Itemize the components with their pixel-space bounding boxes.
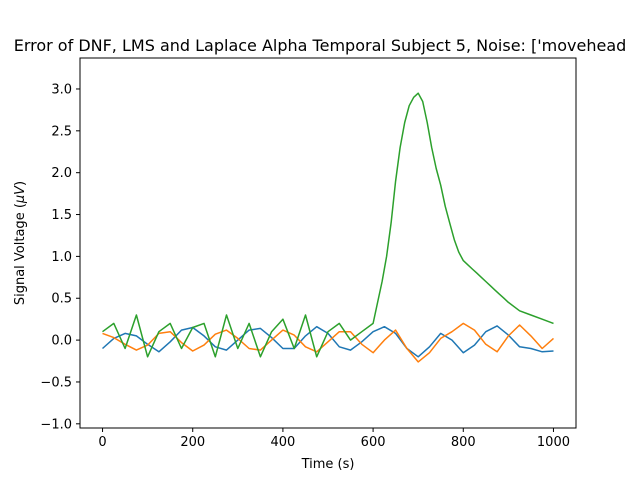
x-tick-label: 400 <box>270 435 295 450</box>
x-axis-label: Time (s) <box>301 457 355 472</box>
y-tick-label: 0.0 <box>51 334 72 349</box>
y-axis-label-suffix: ) <box>13 181 28 186</box>
series-line-3 <box>102 92 554 358</box>
y-tick-label: −1.0 <box>40 417 72 432</box>
chart-title: Error of DNF, LMS and Laplace Alpha Temp… <box>14 36 627 55</box>
x-tick-label: 0 <box>98 435 106 450</box>
axes-frame <box>79 57 577 429</box>
y-tick-label: 1.0 <box>51 250 72 265</box>
y-tick-label: −0.5 <box>40 375 72 390</box>
series-lines <box>102 92 554 363</box>
plot-area: 0 200 400 600 800 1000 −1.0 −0.5 0.0 0.5 1.0 1.5 2.0… <box>13 57 577 472</box>
x-tick-label: 1000 <box>537 435 570 450</box>
y-tick-label: 3.0 <box>51 82 72 97</box>
y-axis-label: Signal Voltage (μV) <box>13 181 28 305</box>
y-tick-label: 0.5 <box>51 292 72 307</box>
y-axis-label-prefix: Signal Voltage ( <box>13 203 28 305</box>
x-tick-label: 200 <box>180 435 205 450</box>
y-tick-label: 1.5 <box>51 208 72 223</box>
x-tick-label: 600 <box>361 435 386 450</box>
x-tick-label: 800 <box>451 435 476 450</box>
y-axis-label-unit: μV <box>13 185 28 204</box>
y-tick-label: 2.5 <box>51 124 72 139</box>
y-tick-label: 2.0 <box>51 166 72 181</box>
